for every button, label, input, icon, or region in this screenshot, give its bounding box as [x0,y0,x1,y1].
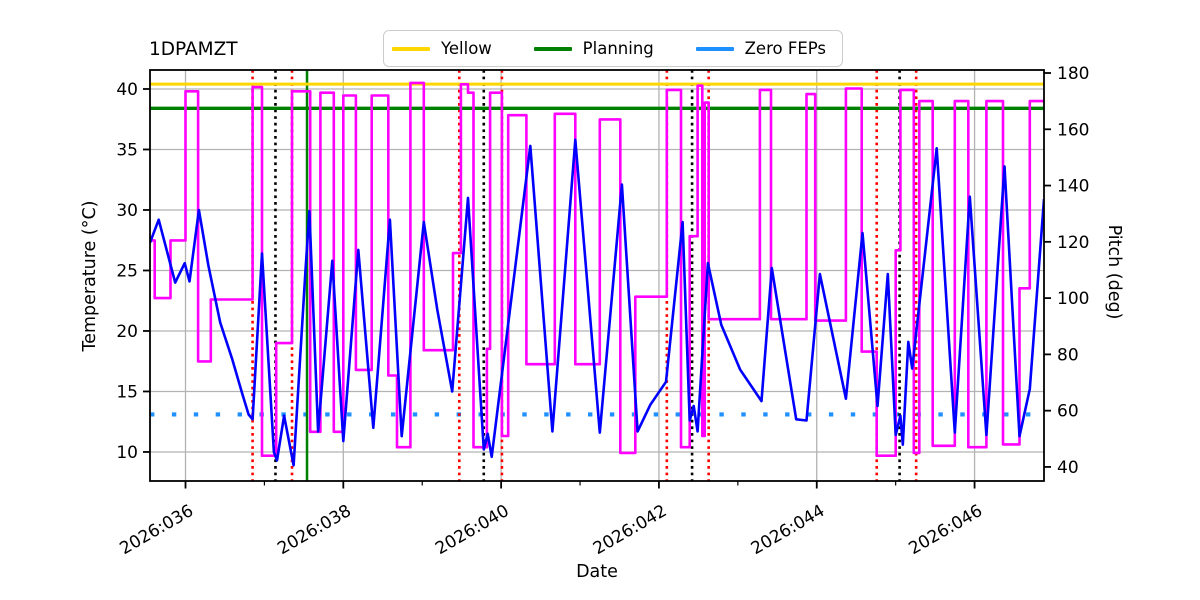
x-tick-label: 2026:044 [748,501,829,559]
y2-tick-label: 60 [1057,402,1079,422]
y2-tick-label: 40 [1057,458,1079,478]
y-tick-label: 35 [116,140,138,160]
y2-tick-label: 140 [1057,177,1089,197]
y-axis-label: Temperature (°C) [80,200,100,352]
y-tick-label: 15 [116,382,138,402]
y2-tick-label: 80 [1057,345,1079,365]
legend-label-zero-feps: Zero FEPs [744,39,826,58]
y-tick-label: 20 [116,322,138,342]
y2-axis-label: Pitch (deg) [1104,225,1124,320]
temperature-line [150,138,1044,467]
y2-tick-label: 100 [1057,289,1089,309]
legend-item-zero-feps: Zero FEPs [695,39,826,58]
zero-feps-line-icon [695,46,734,51]
x-tick-label: 2026:042 [590,501,671,559]
y-tick-label: 30 [116,201,138,221]
x-tick-label: 2026:038 [274,501,355,559]
legend-label-planning: Planning [582,39,654,58]
y2-tick-label: 160 [1057,120,1089,140]
legend-item-yellow: Yellow [392,39,492,58]
legend: Yellow Planning Zero FEPs [383,30,843,67]
y2-tick-label: 120 [1057,233,1089,253]
x-axis-label: Date [576,562,618,582]
x-tick-label: 2026:046 [906,501,987,559]
plot-content [150,70,1044,481]
x-tick-label: 2026:040 [432,501,513,559]
planning-limit-line-icon [533,46,572,51]
axis-ticks [143,72,1051,489]
y-tick-label: 10 [116,443,138,463]
y2-tick-label: 180 [1057,64,1089,84]
chart-title: 1DPAMZT [149,39,238,60]
plot-border [149,69,1045,482]
y-tick-label: 25 [116,261,138,281]
legend-item-planning: Planning [533,39,654,58]
x-tick-label: 2026:036 [116,501,197,559]
yellow-limit-line-icon [392,46,430,51]
y-tick-label: 40 [116,80,138,100]
legend-label-yellow: Yellow [441,39,492,58]
